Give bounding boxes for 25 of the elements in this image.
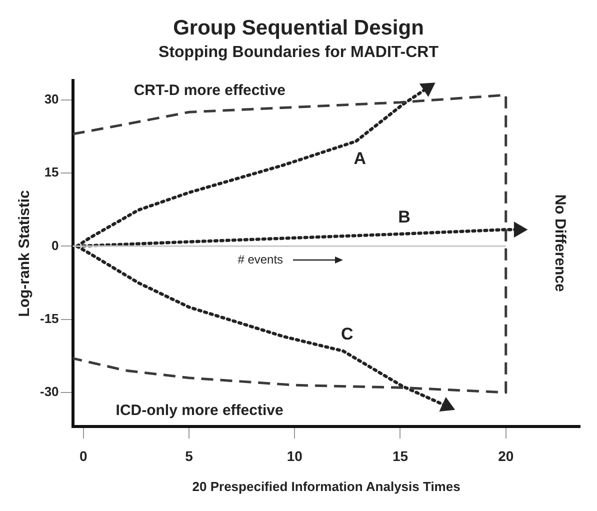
y-tick-label: -30 — [40, 384, 59, 400]
line-series — [72, 94, 508, 394]
y-tick-label: 15 — [44, 164, 59, 180]
annotation: # events — [238, 252, 284, 267]
x-tick-label: 20 — [498, 448, 514, 464]
series-label: A — [354, 149, 366, 168]
point — [514, 222, 526, 236]
x-tick-label: 15 — [392, 448, 408, 464]
x-tick-label: 0 — [79, 448, 88, 464]
annotation: No Difference — [551, 194, 568, 292]
chart-title: Group Sequential Design — [173, 16, 424, 40]
x-axis-title: 20 Prespecified Information Analysis Times — [192, 478, 460, 494]
annotation: ICD-only more effective — [116, 402, 284, 420]
y-tick-label: -15 — [40, 310, 59, 326]
series-label: C — [341, 324, 354, 344]
point — [440, 398, 454, 412]
y-axis-title: Log-rank Statistic — [16, 190, 34, 317]
y-tick-label: 0 — [52, 238, 59, 253]
x-tick-label: 10 — [286, 448, 303, 464]
annotation: CRT-D more effective — [134, 82, 286, 99]
series-label: B — [398, 208, 410, 227]
chart-subtitle: Stopping Boundaries for MADIT-CRT — [158, 44, 439, 62]
point — [420, 82, 434, 96]
x-tick-label: 5 — [185, 448, 194, 464]
y-tick-label: 30 — [44, 91, 59, 106]
